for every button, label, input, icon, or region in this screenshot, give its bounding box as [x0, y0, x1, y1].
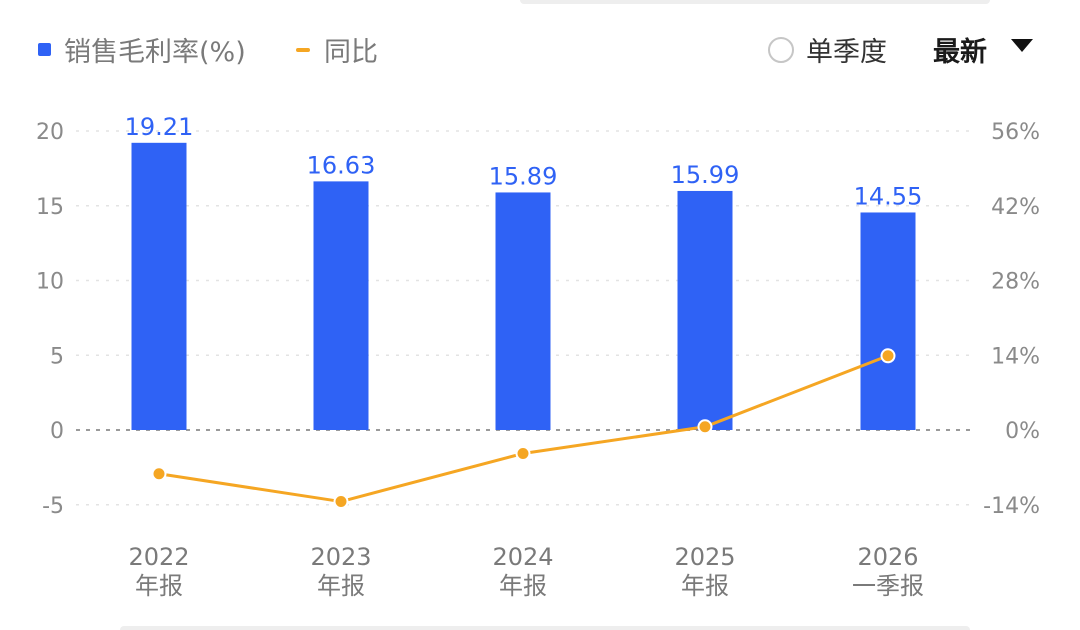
chart-header: 销售毛利率(%) 同比 单季度 最新 [0, 0, 1080, 100]
x-tick-label-year: 2026 [857, 543, 918, 571]
yoy-point [333, 494, 349, 510]
bar-data-label: 15.89 [489, 162, 558, 190]
yoy-point [515, 445, 531, 461]
x-tick-label-period: 年报 [135, 572, 183, 600]
x-tick-label-period: 年报 [499, 572, 547, 600]
yoy-point [880, 348, 896, 364]
bar-data-label: 16.63 [307, 151, 376, 179]
period-dropdown-label: 最新 [933, 37, 987, 68]
bar-data-label: 14.55 [854, 182, 923, 210]
legend-line-swatch [296, 47, 310, 52]
x-tick-label-period: 年报 [317, 572, 365, 600]
x-tick-label-year: 2024 [492, 543, 553, 571]
left-tick-label: 15 [36, 195, 64, 220]
right-tick-label: 56% [991, 120, 1040, 145]
bar [860, 212, 916, 430]
yoy-point [151, 466, 167, 482]
right-tick-label: -14% [983, 494, 1040, 519]
single-quarter-radio[interactable]: 单季度 [768, 30, 887, 69]
left-tick-label: 10 [36, 270, 64, 295]
bar [677, 190, 733, 430]
right-tick-label: 14% [991, 344, 1040, 369]
yoy-point [697, 419, 713, 435]
bar [131, 142, 187, 431]
bottom-edge-shade [120, 626, 970, 630]
x-tick-label-year: 2023 [310, 543, 371, 571]
x-tick-label-period: 一季报 [852, 572, 924, 600]
right-tick-label: 0% [1005, 419, 1040, 444]
legend-item-bar[interactable]: 销售毛利率(%) [38, 30, 246, 69]
top-edge-shade [520, 0, 990, 4]
right-tick-label: 42% [991, 195, 1040, 220]
radio-circle-icon[interactable] [768, 36, 794, 63]
x-tick-label-year: 2025 [674, 543, 735, 571]
caret-down-icon[interactable] [1011, 39, 1033, 52]
legend-bar-swatch [38, 43, 51, 56]
bar [313, 181, 369, 430]
legend-bar-label: 销售毛利率(%) [64, 37, 246, 68]
single-quarter-label: 单季度 [806, 37, 887, 68]
period-dropdown[interactable]: 最新 [933, 30, 1033, 69]
legend-item-line[interactable]: 同比 [296, 30, 378, 69]
left-tick-label: 20 [36, 120, 64, 145]
x-tick-label-period: 年报 [681, 572, 729, 600]
left-tick-label: 0 [50, 419, 64, 444]
left-tick-label: -5 [42, 494, 64, 519]
right-tick-label: 28% [991, 270, 1040, 295]
bar-data-label: 15.99 [671, 161, 740, 189]
x-tick-label-year: 2022 [128, 543, 189, 571]
left-tick-label: 5 [50, 344, 64, 369]
bar-data-label: 19.21 [125, 113, 194, 141]
legend-line-label: 同比 [324, 37, 378, 68]
bar [495, 192, 551, 430]
